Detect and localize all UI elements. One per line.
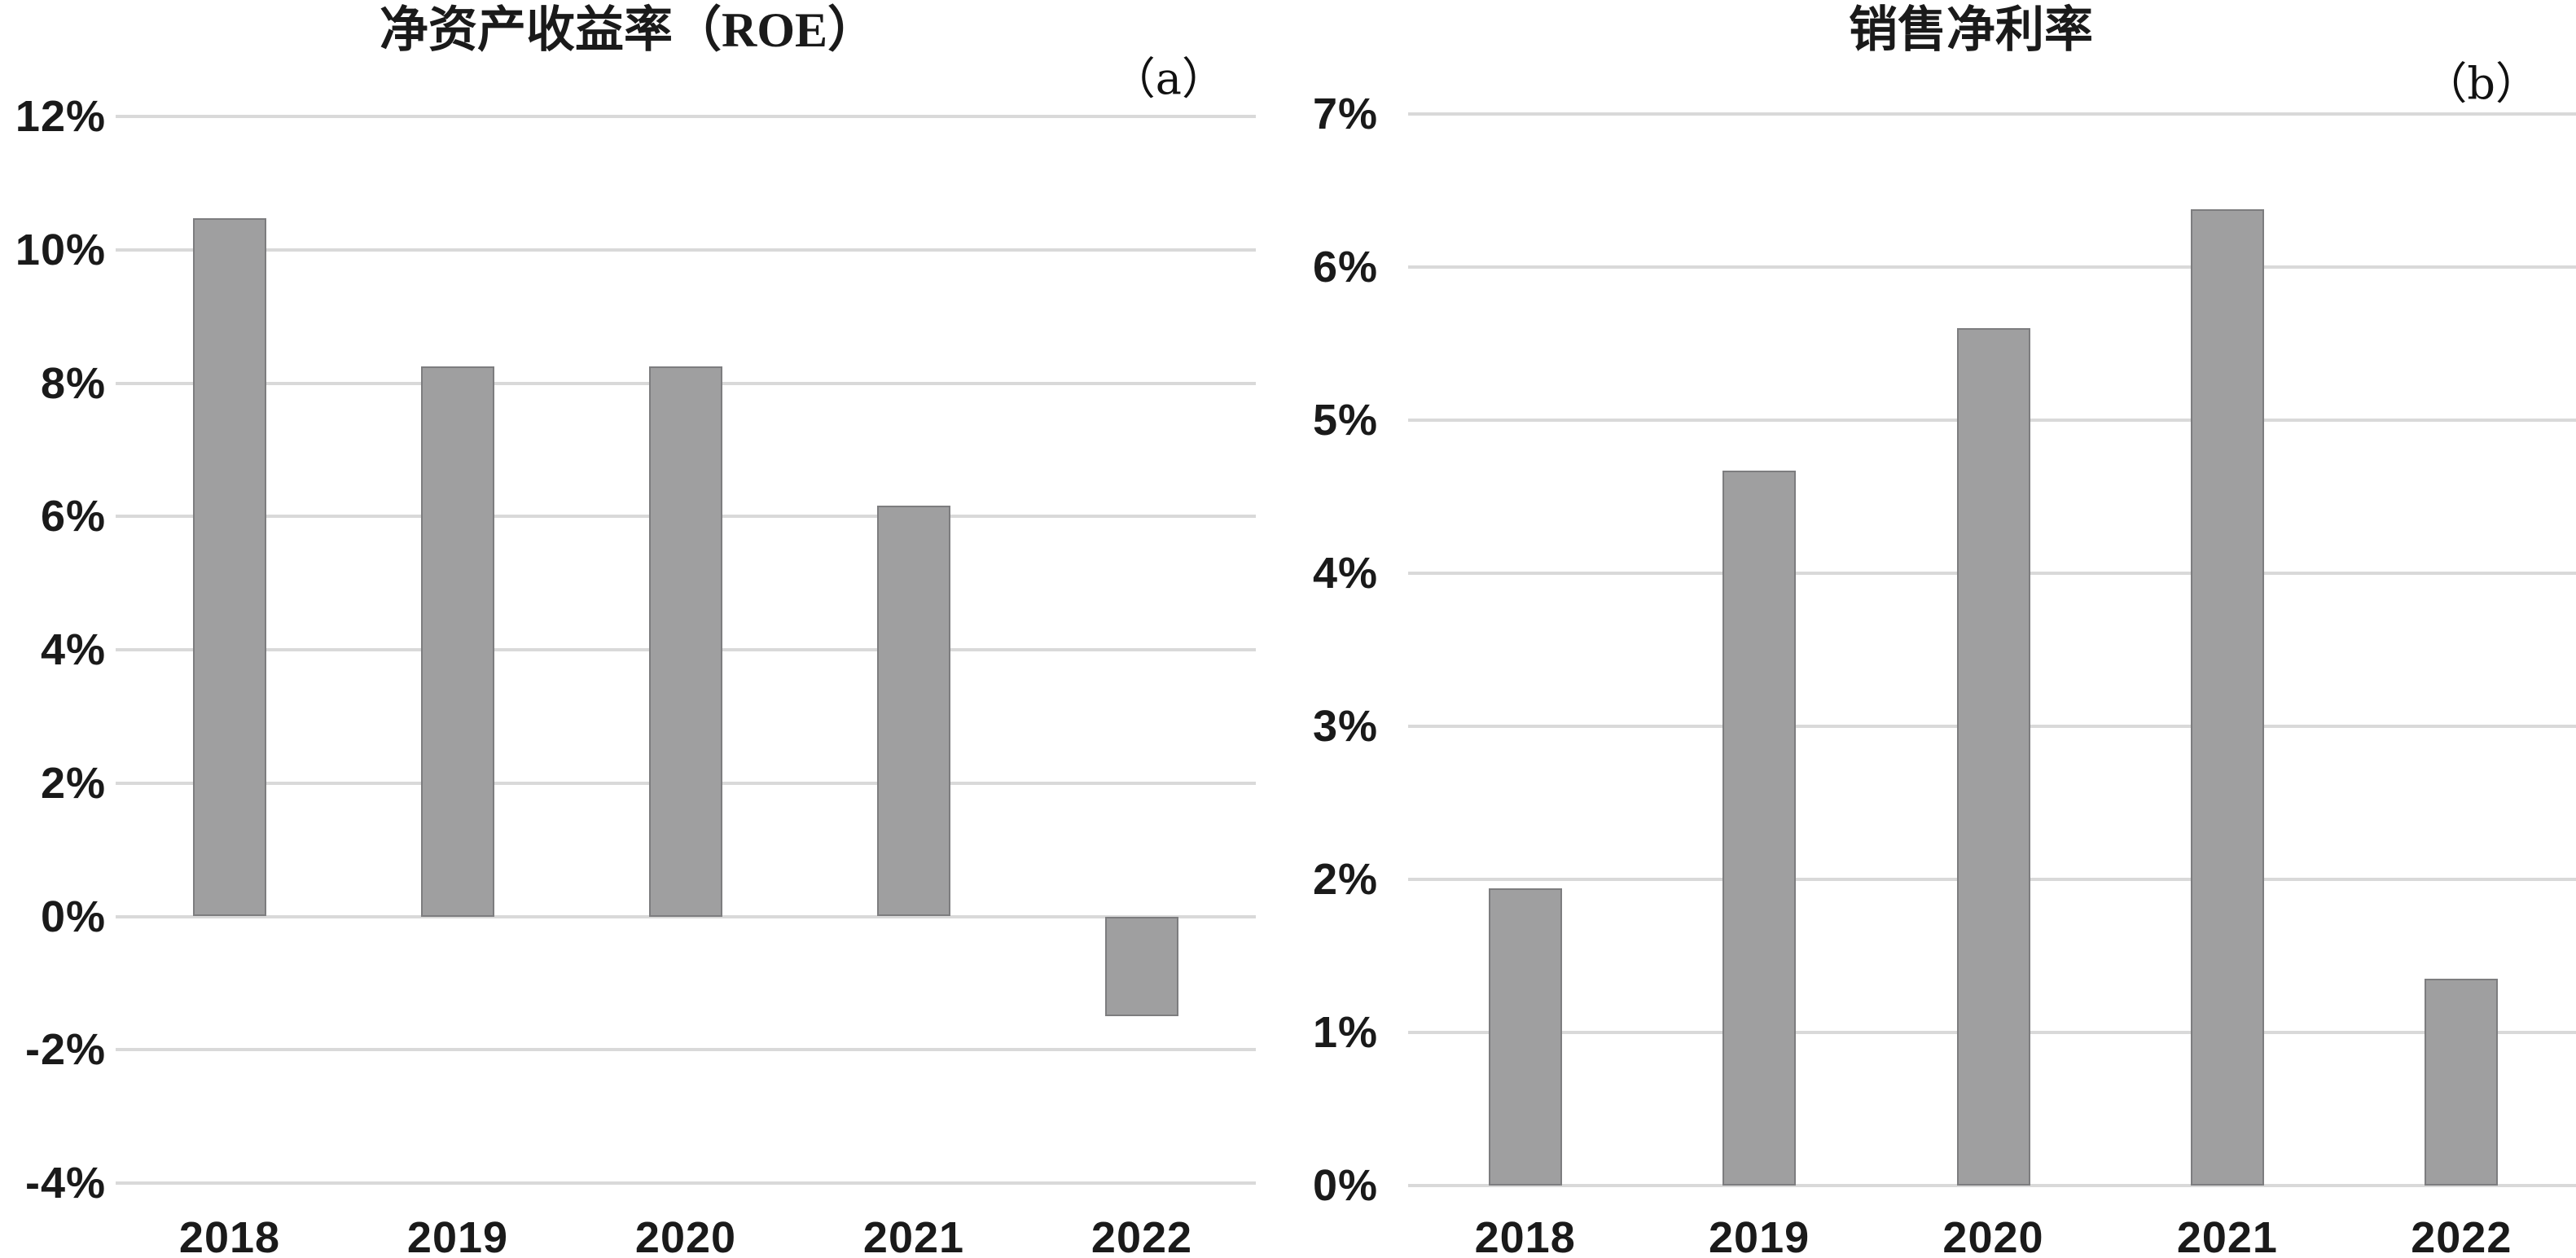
bar-2020	[649, 366, 722, 917]
y-axis-tick-label: 8%	[40, 358, 106, 408]
panel-label-a: （a）	[1111, 53, 1226, 104]
y-axis-tick-label: 0%	[1312, 1161, 1378, 1210]
x-axis-label-2021: 2021	[862, 1213, 965, 1258]
roe-chart-title: 净资产收益率（ROE）	[379, 3, 877, 57]
gridline	[116, 1181, 1256, 1185]
y-axis-tick-label: 6%	[40, 492, 106, 541]
y-axis-tick-label: 1%	[1312, 1008, 1378, 1057]
bar-2021	[877, 506, 950, 917]
x-axis-label-2018: 2018	[178, 1213, 281, 1258]
gridline	[1408, 1184, 2576, 1187]
bar-2020	[1956, 328, 2030, 1186]
net-profit-margin-chart-title: 销售净利率	[1849, 3, 2093, 57]
x-axis-label-2021: 2021	[2176, 1213, 2278, 1258]
y-axis-tick-label: 4%	[40, 625, 106, 674]
y-axis-tick-label: -4%	[24, 1159, 106, 1208]
y-axis-tick-label: 3%	[1312, 702, 1378, 751]
bar-2018	[1488, 888, 1562, 1186]
x-axis-label-2018: 2018	[1474, 1213, 1576, 1258]
bar-2022	[2425, 979, 2499, 1186]
bar-2019	[1722, 471, 1797, 1186]
y-axis-tick-label: 0%	[40, 892, 106, 941]
x-axis-label-2020: 2020	[634, 1213, 737, 1258]
y-axis-tick-label: 12%	[15, 92, 106, 141]
x-axis-label-2019: 2019	[1709, 1213, 1810, 1258]
y-axis-tick-label: 6%	[1312, 243, 1378, 291]
x-axis-label-2022: 2022	[2411, 1213, 2512, 1258]
bar-2018	[193, 218, 266, 917]
x-axis-label-2020: 2020	[1942, 1213, 2044, 1258]
panel-label-b: （b）	[2423, 58, 2539, 109]
y-axis-tick-label: 2%	[40, 758, 106, 808]
y-axis-tick-label: 7%	[1312, 90, 1378, 138]
gridline	[1408, 265, 2576, 269]
y-axis-tick-label: 4%	[1312, 549, 1378, 598]
bar-2019	[421, 366, 494, 917]
x-axis-label-2022: 2022	[1091, 1213, 1193, 1258]
bar-2021	[2190, 208, 2264, 1186]
y-axis-tick-label: 10%	[15, 225, 106, 274]
gridline	[1408, 112, 2576, 116]
y-axis-tick-label: 5%	[1312, 396, 1378, 445]
bar-2022	[1105, 916, 1178, 1017]
gridline	[116, 1048, 1256, 1052]
y-axis-tick-label: -2%	[24, 1025, 106, 1075]
gridline	[116, 914, 1256, 918]
gridline	[116, 248, 1256, 252]
gridline	[116, 115, 1256, 118]
x-axis-label-2019: 2019	[406, 1213, 509, 1258]
y-axis-tick-label: 2%	[1312, 855, 1378, 904]
